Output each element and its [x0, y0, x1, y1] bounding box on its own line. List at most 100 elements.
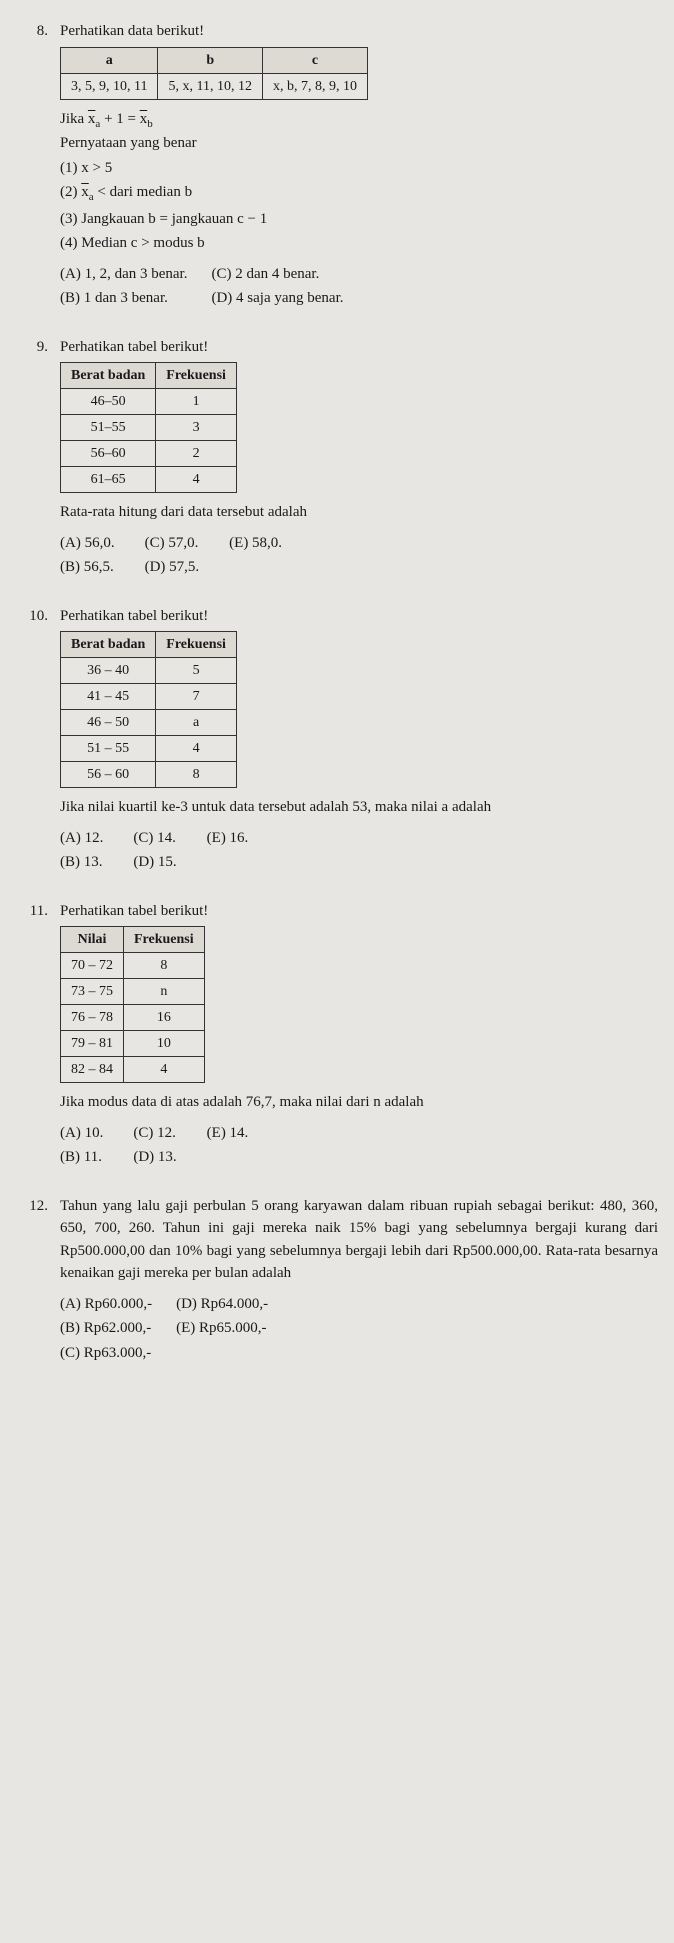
- options: (A) 10. (B) 11. (C) 12. (D) 13. (E) 14.: [60, 1120, 658, 1171]
- question-number: 10.: [16, 605, 60, 876]
- th-2: Frekuensi: [156, 363, 237, 389]
- question-body: Perhatikan data berikut! a b c 3, 5, 9, …: [60, 20, 658, 312]
- r1c1: 3: [156, 415, 237, 441]
- r0c0: 36 – 40: [61, 658, 156, 684]
- opt-B: (B) 11.: [60, 1146, 103, 1169]
- lead-text: Perhatikan data berikut!: [60, 20, 658, 43]
- opt-E: (E) 58,0.: [229, 532, 282, 555]
- opt-A: (A) 56,0.: [60, 532, 115, 555]
- r2c0: 46 – 50: [61, 710, 156, 736]
- statements: (1) x > 5 (2) xa < dari median b (3) Jan…: [60, 157, 658, 255]
- r4c1: 4: [124, 1057, 205, 1083]
- opt-B: (B) 13.: [60, 851, 103, 874]
- r1c0: 51–55: [61, 415, 156, 441]
- question-number: 8.: [16, 20, 60, 312]
- prompt: Rata-rata hitung dari data tersebut adal…: [60, 501, 658, 524]
- question-8: 8. Perhatikan data berikut! a b c 3, 5, …: [16, 20, 658, 312]
- opt-B: (B) Rp62.000,-: [60, 1317, 152, 1340]
- opt-A: (A) 1, 2, dan 3 benar.: [60, 263, 187, 286]
- r0c0: 70 – 72: [61, 953, 124, 979]
- r2c1: 2: [156, 441, 237, 467]
- opt-C: (C) 14.: [133, 827, 176, 850]
- th-b: b: [158, 47, 262, 73]
- question-10: 10. Perhatikan tabel berikut! Berat bada…: [16, 605, 658, 876]
- question-9: 9. Perhatikan tabel berikut! Berat badan…: [16, 336, 658, 581]
- stmt-4: (4) Median c > modus b: [60, 232, 658, 255]
- q10-table: Berat badan Frekuensi 36 – 405 41 – 457 …: [60, 631, 237, 788]
- q11-table: Nilai Frekuensi 70 – 728 73 – 75n 76 – 7…: [60, 926, 205, 1083]
- r1c0: 41 – 45: [61, 684, 156, 710]
- td-b: 5, x, 11, 10, 12: [158, 73, 262, 99]
- lead-text: Perhatikan tabel berikut!: [60, 900, 658, 923]
- options: (A) Rp60.000,- (B) Rp62.000,- (C) Rp63.0…: [60, 1291, 658, 1367]
- r0c1: 5: [156, 658, 237, 684]
- opt-B: (B) 56,5.: [60, 556, 115, 579]
- stmt-2: (2) xa < dari median b: [60, 181, 658, 206]
- opt-C: (C) Rp63.000,-: [60, 1342, 152, 1365]
- th-a: a: [61, 47, 158, 73]
- question-body: Perhatikan tabel berikut! Berat badan Fr…: [60, 605, 658, 876]
- r2c0: 76 – 78: [61, 1005, 124, 1031]
- r3c0: 79 – 81: [61, 1031, 124, 1057]
- opt-D: (D) Rp64.000,-: [176, 1293, 268, 1316]
- opt-C: (C) 57,0.: [145, 532, 200, 555]
- r2c0: 56–60: [61, 441, 156, 467]
- r4c0: 82 – 84: [61, 1057, 124, 1083]
- lead-text: Perhatikan tabel berikut!: [60, 336, 658, 359]
- question-number: 11.: [16, 900, 60, 1171]
- question-number: 9.: [16, 336, 60, 581]
- question-body: Perhatikan tabel berikut! Nilai Frekuens…: [60, 900, 658, 1171]
- question-11: 11. Perhatikan tabel berikut! Nilai Frek…: [16, 900, 658, 1171]
- td-c: x, b, 7, 8, 9, 10: [262, 73, 367, 99]
- th-2: Frekuensi: [156, 632, 237, 658]
- stmt-1: (1) x > 5: [60, 157, 658, 180]
- th-2: Frekuensi: [124, 927, 205, 953]
- opt-D: (D) 15.: [133, 851, 176, 874]
- options: (A) 1, 2, dan 3 benar. (B) 1 dan 3 benar…: [60, 261, 658, 312]
- r3c1: 10: [124, 1031, 205, 1057]
- opt-A: (A) Rp60.000,-: [60, 1293, 152, 1316]
- options: (A) 56,0. (B) 56,5. (C) 57,0. (D) 57,5. …: [60, 530, 658, 581]
- r3c1: 4: [156, 467, 237, 493]
- question-body: Tahun yang lalu gaji perbulan 5 orang ka…: [60, 1195, 658, 1367]
- question-number: 12.: [16, 1195, 60, 1367]
- r3c1: 4: [156, 736, 237, 762]
- r3c0: 51 – 55: [61, 736, 156, 762]
- opt-D: (D) 4 saja yang benar.: [211, 287, 343, 310]
- opt-C: (C) 2 dan 4 benar.: [211, 263, 343, 286]
- opt-C: (C) 12.: [133, 1122, 176, 1145]
- th-1: Berat badan: [61, 632, 156, 658]
- lead-text: Perhatikan tabel berikut!: [60, 605, 658, 628]
- question-text: Tahun yang lalu gaji perbulan 5 orang ka…: [60, 1195, 658, 1285]
- r4c1: 8: [156, 762, 237, 788]
- question-body: Perhatikan tabel berikut! Berat badan Fr…: [60, 336, 658, 581]
- opt-D: (D) 57,5.: [145, 556, 200, 579]
- q9-table: Berat badan Frekuensi 46–501 51–553 56–6…: [60, 362, 237, 493]
- td-a: 3, 5, 9, 10, 11: [61, 73, 158, 99]
- opt-E: (E) 14.: [207, 1122, 249, 1145]
- opt-E: (E) 16.: [207, 827, 249, 850]
- r0c1: 8: [124, 953, 205, 979]
- r1c1: n: [124, 979, 205, 1005]
- question-12: 12. Tahun yang lalu gaji perbulan 5 oran…: [16, 1195, 658, 1367]
- r4c0: 56 – 60: [61, 762, 156, 788]
- opt-D: (D) 13.: [133, 1146, 176, 1169]
- r0c0: 46–50: [61, 389, 156, 415]
- r2c1: a: [156, 710, 237, 736]
- opt-A: (A) 10.: [60, 1122, 103, 1145]
- stmt-3: (3) Jangkauan b = jangkauan c − 1: [60, 208, 658, 231]
- prompt: Pernyataan yang benar: [60, 132, 658, 155]
- condition: Jika xa + 1 = xb: [60, 108, 658, 133]
- r1c1: 7: [156, 684, 237, 710]
- r2c1: 16: [124, 1005, 205, 1031]
- opt-E: (E) Rp65.000,-: [176, 1317, 268, 1340]
- th-1: Berat badan: [61, 363, 156, 389]
- opt-B: (B) 1 dan 3 benar.: [60, 287, 187, 310]
- opt-A: (A) 12.: [60, 827, 103, 850]
- prompt: Jika nilai kuartil ke-3 untuk data terse…: [60, 796, 658, 819]
- prompt: Jika modus data di atas adalah 76,7, mak…: [60, 1091, 658, 1114]
- th-1: Nilai: [61, 927, 124, 953]
- options: (A) 12. (B) 13. (C) 14. (D) 15. (E) 16.: [60, 825, 658, 876]
- th-c: c: [262, 47, 367, 73]
- q8-table: a b c 3, 5, 9, 10, 11 5, x, 11, 10, 12 x…: [60, 47, 368, 100]
